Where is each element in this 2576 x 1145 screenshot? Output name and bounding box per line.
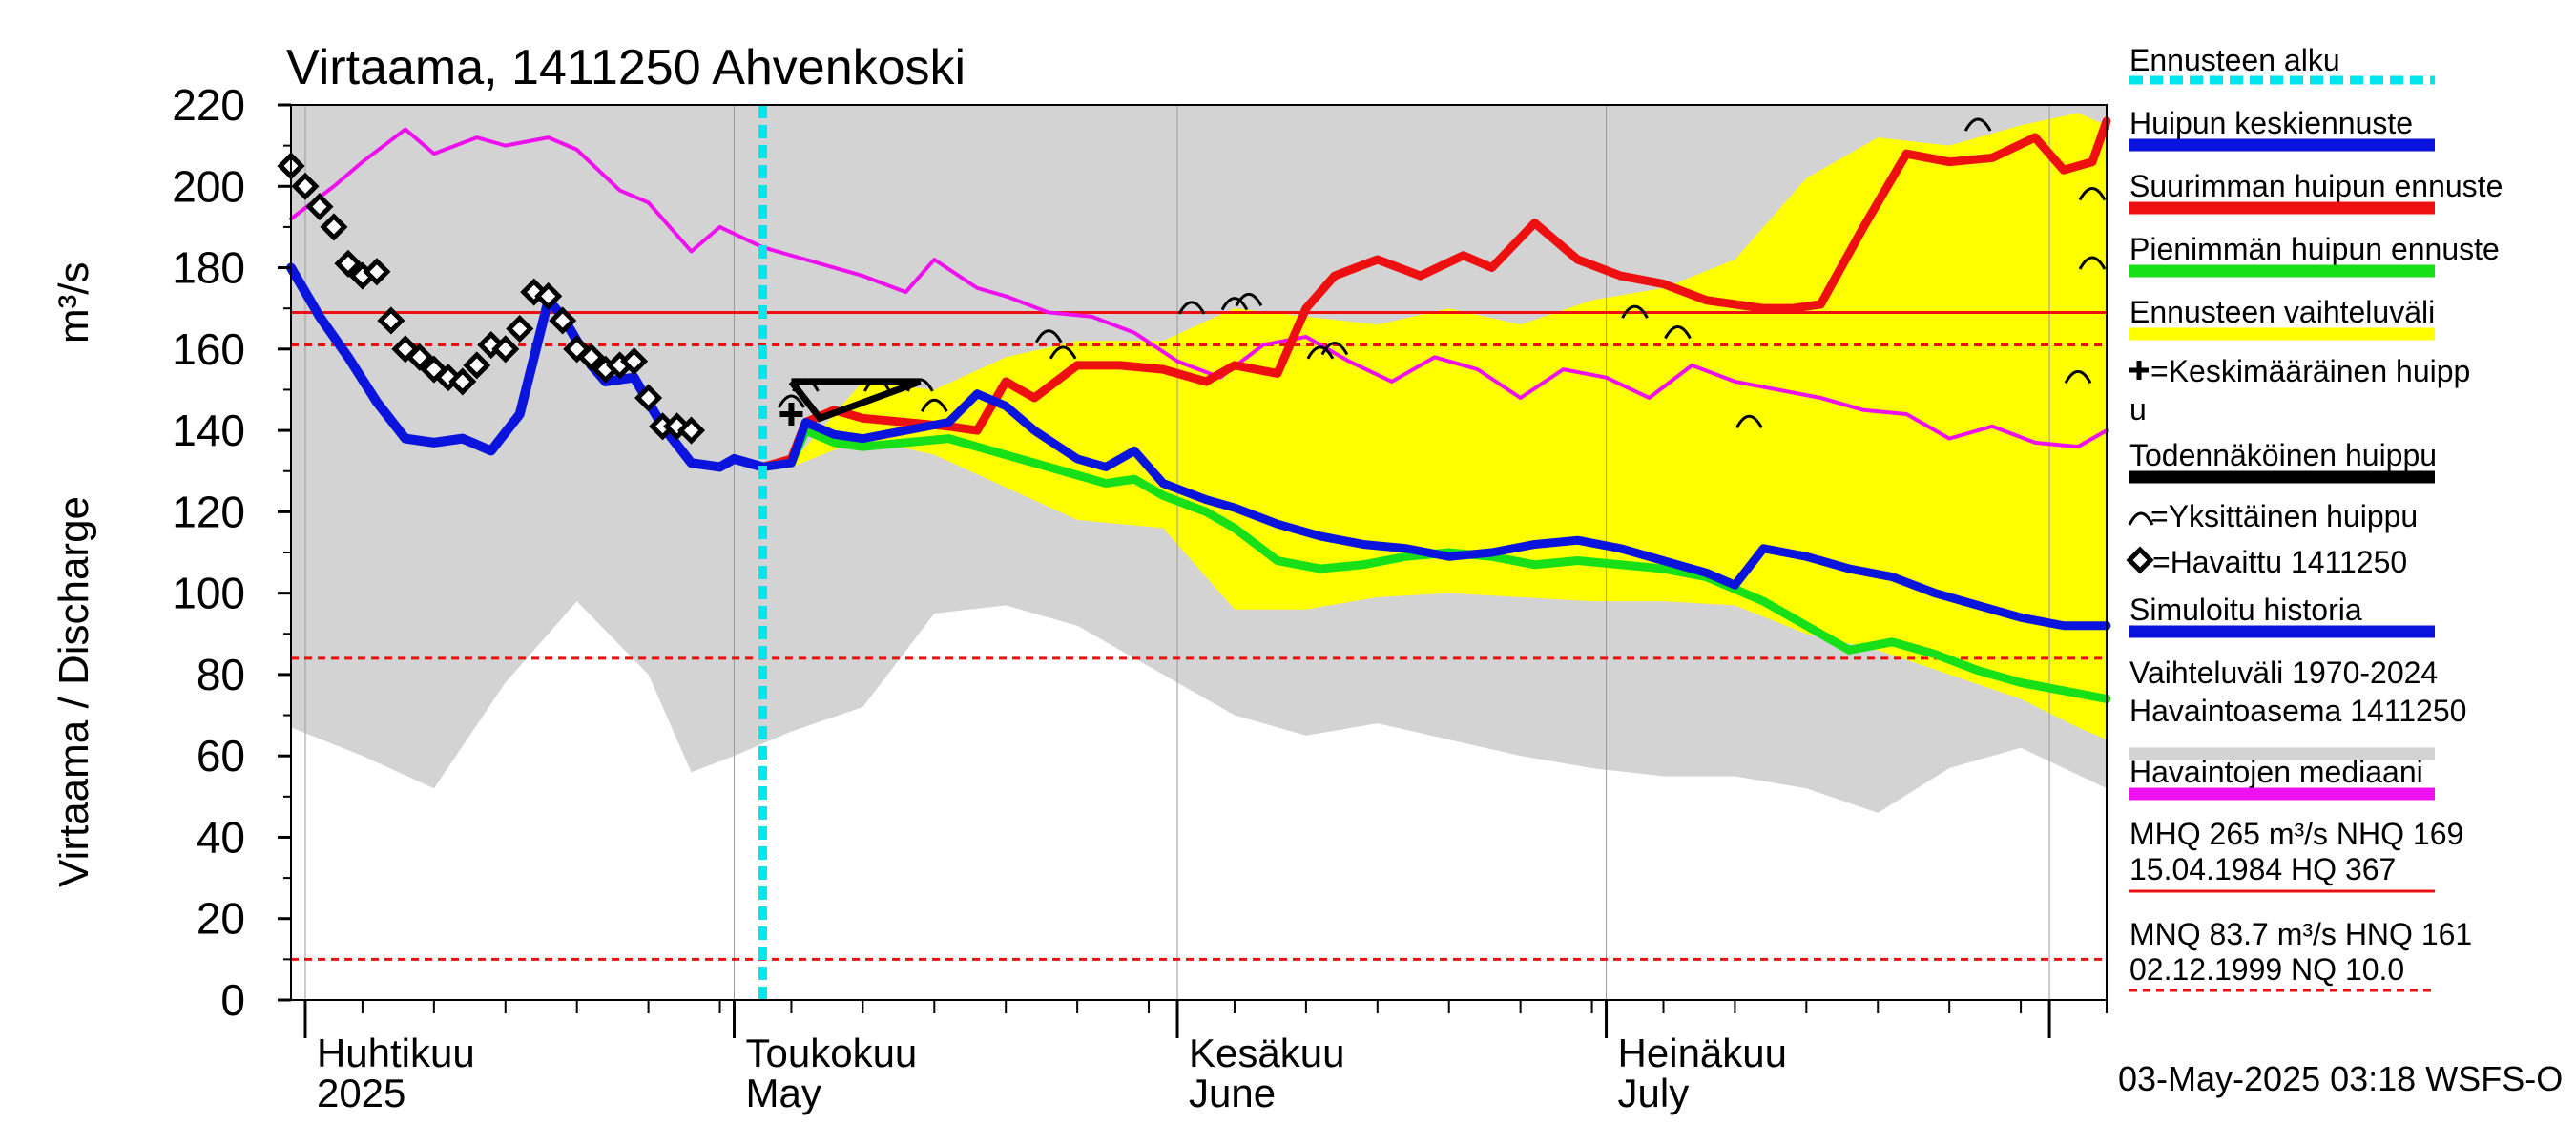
legend-label: Todennäköinen huippu [2129, 438, 2437, 472]
y-axis: 0 20 40 60 80 100 120 140 160 180 200 220 [172, 80, 291, 1025]
legend-label: Ennusteen vaihteluväli [2129, 295, 2435, 329]
observed-point [677, 416, 706, 445]
observed-point [377, 306, 405, 335]
observed-point [405, 343, 434, 371]
x-month-sublabel: May [746, 1071, 821, 1115]
y-tick-label: 60 [197, 731, 245, 781]
legend-label: Pienimmän huipun ennuste [2129, 232, 2500, 266]
legend-label: Suurimman huipun ennuste [2129, 169, 2503, 203]
forecast-range-band [762, 113, 2108, 740]
x-month-label: Heinäkuu [1618, 1030, 1787, 1075]
y-tick-label: 180 [172, 243, 245, 293]
observed-point [305, 193, 334, 221]
mean-peak-forecast-line [758, 389, 2111, 631]
y-tick-label: 0 [220, 975, 245, 1025]
legend-label: Havaintojen mediaani [2129, 755, 2423, 789]
probable-peak-box [788, 378, 922, 423]
legend-label: =Yksittäinen huippu [2150, 499, 2418, 533]
y-tick-label: 40 [197, 812, 245, 862]
min-peak-forecast-line [758, 426, 2111, 703]
legend-diamond-icon [2126, 546, 2154, 574]
single-peak-marker [920, 398, 948, 412]
single-peak-marker [1220, 297, 1249, 311]
legend-label-line2: u [2129, 392, 2147, 427]
legend: Ennusteen alku Huipun keskiennuste Suurimm… [2126, 43, 2503, 992]
legend-label: MHQ 265 m³/s NHQ 169 [2129, 817, 2463, 851]
observed-point [506, 314, 534, 344]
x-month-sublabel: 2025 [317, 1071, 405, 1115]
observed-point [549, 306, 577, 335]
plot-area [277, 104, 2111, 1001]
single-peak-marker [1177, 301, 1206, 315]
y-tick-label: 220 [172, 80, 245, 130]
observed-point [534, 281, 563, 310]
single-peak-marker [1735, 414, 1763, 429]
observed-point [491, 335, 520, 364]
x-month-label: Kesäkuu [1189, 1030, 1344, 1075]
y-axis-label: Virtaama / Discharge [51, 496, 97, 887]
y-tick-label: 200 [172, 161, 245, 211]
y-tick-label: 80 [197, 650, 245, 699]
y-tick-label: 100 [172, 569, 245, 618]
single-peak-marker [1049, 345, 1077, 360]
single-peak-marker [2064, 369, 2092, 385]
single-peak-marker [1621, 304, 1649, 319]
x-month-label: Huhtikuu [317, 1030, 475, 1075]
single-peak-marker [1235, 292, 1263, 307]
legend-label-line2: 15.04.1984 HQ 367 [2129, 852, 2396, 886]
observed-point [320, 213, 348, 241]
observed-point [334, 249, 363, 278]
observed-point [291, 172, 320, 200]
observed-point [620, 347, 649, 376]
legend-arc-icon [2128, 511, 2154, 526]
single-peak-marker [1320, 342, 1349, 356]
x-month-sublabel: June [1189, 1071, 1276, 1115]
single-peak-marker [1306, 345, 1335, 360]
legend-label: =Havaittu 1411250 [2152, 545, 2407, 579]
observed-point [634, 384, 663, 412]
legend-label: Vaihteluväli 1970-2024 [2129, 656, 2438, 690]
single-peak-marker [905, 378, 934, 392]
observed-point [363, 258, 391, 286]
y-tick-label: 160 [172, 324, 245, 374]
max-peak-forecast-line [758, 116, 2111, 471]
legend-plus-icon [2129, 361, 2149, 380]
footer-timestamp: 03-May-2025 03:18 WSFS-O [2118, 1059, 2563, 1098]
legend-label-line2: 02.12.1999 NQ 10.0 [2129, 952, 2404, 987]
single-peak-marker [863, 378, 891, 392]
y-tick-label: 120 [172, 487, 245, 536]
mean-peak-marker [779, 403, 803, 427]
single-peak-marker [1664, 325, 1692, 340]
legend-label: Simuloitu historia [2129, 593, 2362, 627]
legend-label: Ennusteen alku [2129, 43, 2340, 77]
observed-point [448, 367, 477, 396]
y-tick-label: 140 [172, 406, 245, 455]
legend-label-line2: Havaintoasema 1411250 [2129, 694, 2466, 728]
x-month-label: Toukokuu [746, 1030, 918, 1075]
single-peak-marker [2078, 187, 2107, 201]
single-peak-marker [1963, 117, 1992, 132]
single-peak-marker [792, 378, 820, 392]
legend-label: Huipun keskiennuste [2129, 106, 2413, 140]
median-line [289, 127, 2109, 449]
y-tick-label: 20 [197, 894, 245, 944]
single-peak-marker [2078, 256, 2107, 270]
x-month-sublabel: July [1618, 1071, 1690, 1115]
chart-title: Virtaama, 1411250 Ahvenkoski [286, 40, 966, 95]
observed-point [463, 351, 491, 380]
single-peak-marker [1034, 329, 1063, 344]
observed-point [577, 343, 606, 371]
legend-label: =Keskimääräinen huipp [2150, 354, 2470, 388]
y-axis-unit: m³/s [51, 261, 97, 344]
single-peak-marker [778, 394, 805, 408]
legend-label: MNQ 83.7 m³/s HNQ 161 [2129, 917, 2472, 951]
